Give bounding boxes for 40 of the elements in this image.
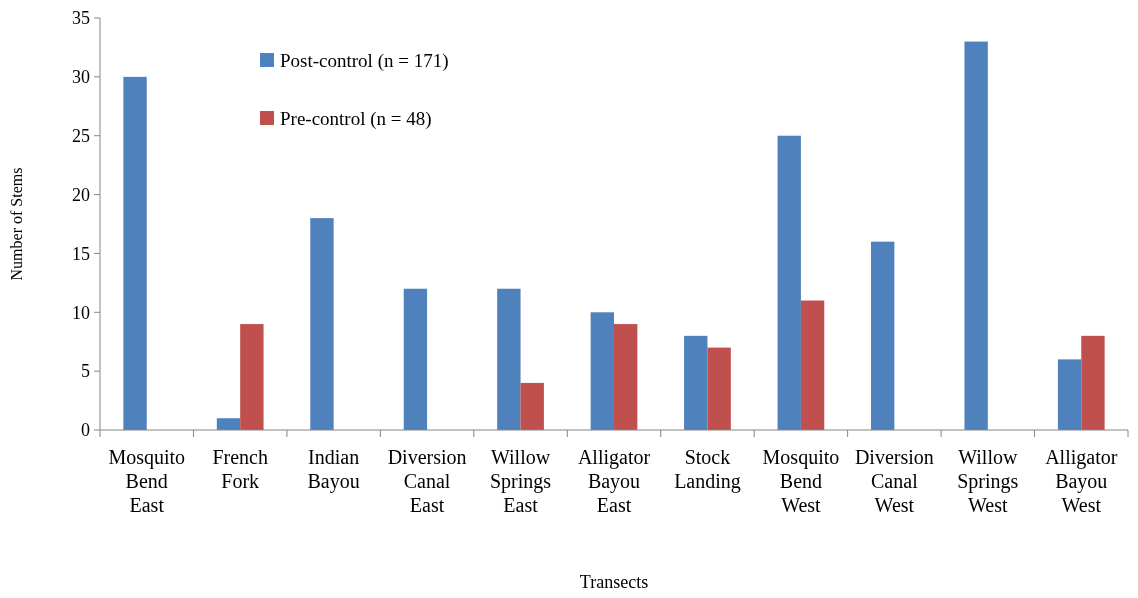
x-tick-label: French Fork <box>212 446 268 492</box>
y-tick-label: 15 <box>72 243 90 264</box>
x-tick-label: Stock Landing <box>674 446 741 493</box>
bar <box>800 300 825 430</box>
x-axis-title: Transects <box>579 572 649 592</box>
x-tick-label: Alligator Bayou East <box>577 446 651 516</box>
y-tick-label: 10 <box>72 302 90 323</box>
bar <box>777 135 801 430</box>
y-axis-title: Number of Stems <box>8 167 25 281</box>
y-tick-label: 35 <box>72 8 90 29</box>
bar <box>590 312 614 430</box>
bar <box>216 418 241 430</box>
x-tick-label: Indian Bayou <box>307 446 360 493</box>
bar <box>684 335 708 430</box>
legend-label: Pre-control (n = 48) <box>280 107 432 130</box>
x-tick-label: Mosquito Bend East <box>108 446 186 516</box>
y-tick-label: 20 <box>72 184 90 205</box>
y-tick-label: 0 <box>81 420 90 441</box>
x-tick-label: Alligator Bayou West <box>1045 446 1118 516</box>
y-tick-label: 25 <box>72 126 90 147</box>
bar <box>707 347 731 430</box>
bar <box>310 218 334 430</box>
y-tick-label: 30 <box>72 67 90 88</box>
bar <box>123 76 147 430</box>
legend-label: Post-control (n = 171) <box>280 49 449 72</box>
x-tick-label: Willow Springs West <box>957 446 1019 516</box>
bar <box>614 324 638 430</box>
bar <box>520 382 544 430</box>
x-tick-label: Diversion Canal West <box>854 446 934 516</box>
bar <box>1081 335 1105 430</box>
x-tick-label: Mosquito Bend West <box>762 446 840 516</box>
bar <box>871 241 895 430</box>
x-tick-label: Willow Springs East <box>489 446 552 516</box>
bar <box>403 288 428 430</box>
bar <box>1057 359 1082 430</box>
bar <box>964 41 988 430</box>
bar <box>497 288 521 430</box>
x-tick-label: Diversion Canal East <box>387 446 467 516</box>
y-tick-label: 5 <box>81 361 90 382</box>
bar <box>240 324 264 430</box>
